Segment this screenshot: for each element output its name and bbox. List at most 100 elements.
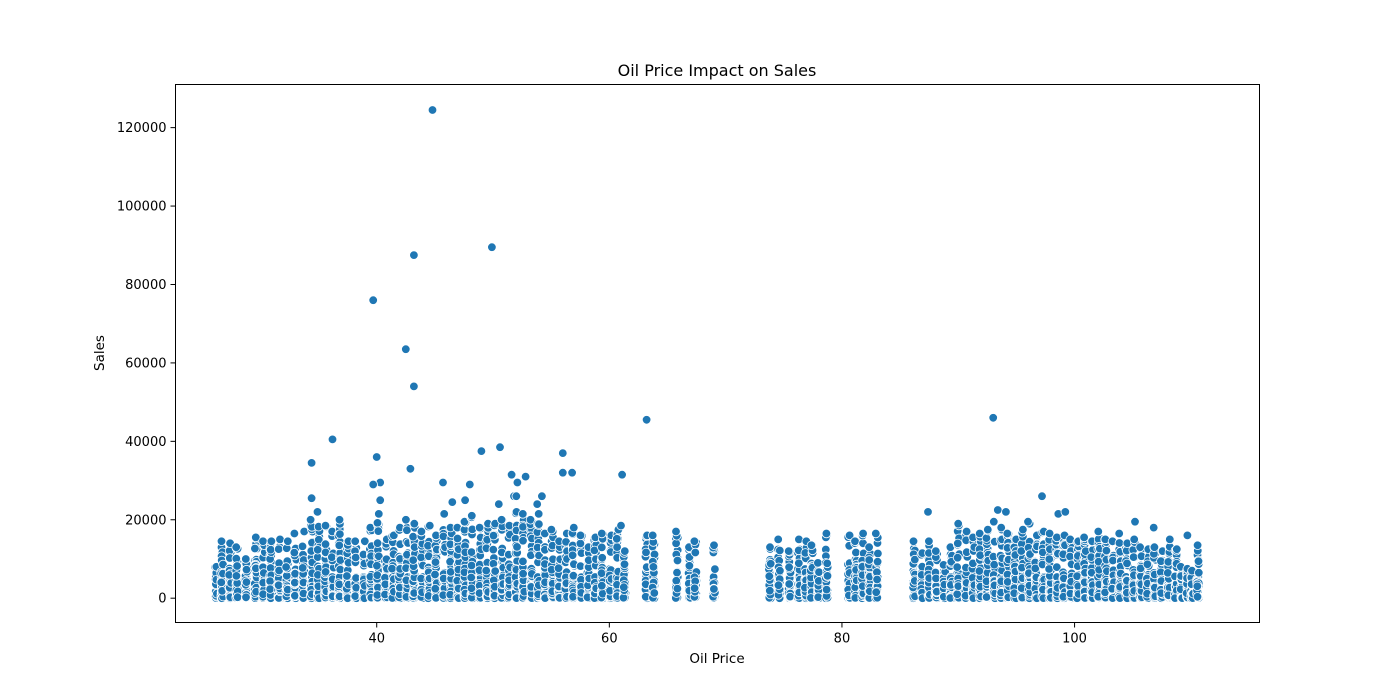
- data-point: [274, 544, 284, 554]
- data-point: [534, 509, 544, 519]
- data-point: [864, 555, 874, 565]
- data-point: [335, 529, 345, 539]
- data-point-outlier: [447, 497, 458, 507]
- data-point: [575, 538, 586, 549]
- data-point: [989, 560, 999, 570]
- data-point: [648, 562, 659, 572]
- data-point: [620, 546, 630, 556]
- data-point: [952, 553, 963, 563]
- x-tick-label: 80: [834, 632, 851, 647]
- data-point: [952, 562, 962, 572]
- data-point-outlier: [641, 415, 652, 425]
- data-point: [320, 539, 331, 549]
- data-point: [452, 533, 463, 544]
- data-point: [765, 586, 775, 596]
- data-point-outlier: [532, 499, 542, 509]
- data-point: [822, 558, 832, 569]
- data-point: [289, 547, 300, 558]
- data-point-outlier: [537, 491, 547, 501]
- data-point-outlier: [1060, 507, 1071, 517]
- y-axis-label: Sales: [92, 335, 108, 371]
- data-point: [265, 584, 275, 594]
- data-point: [1128, 552, 1139, 562]
- data-point: [258, 536, 268, 547]
- data-point-outlier: [372, 452, 382, 462]
- points-layer: [210, 105, 1204, 603]
- data-point: [488, 544, 499, 555]
- x-tick-label: 100: [1062, 632, 1087, 647]
- data-point: [1079, 532, 1089, 543]
- data-point-outlier: [401, 344, 411, 354]
- data-point: [216, 577, 227, 588]
- data-point: [466, 572, 476, 583]
- data-point: [350, 536, 360, 547]
- data-point: [232, 592, 243, 602]
- chart-title: Oil Price Impact on Sales: [618, 61, 817, 80]
- y-tick-label: 40000: [125, 435, 166, 450]
- data-point: [813, 558, 823, 568]
- data-point: [467, 511, 477, 521]
- data-point: [250, 543, 260, 554]
- data-point: [649, 588, 660, 598]
- x-tick-label: 40: [368, 632, 385, 647]
- data-point: [320, 520, 331, 531]
- data-point: [871, 528, 881, 539]
- data-point: [1142, 559, 1153, 570]
- data-point: [689, 583, 700, 594]
- data-point: [1192, 581, 1203, 592]
- data-point-outlier: [1148, 522, 1159, 533]
- data-point: [983, 524, 993, 535]
- data-point-outlier: [368, 479, 378, 490]
- data-point: [597, 553, 607, 563]
- data-point-outlier: [460, 495, 470, 505]
- data-point-outlier: [616, 520, 626, 531]
- data-point-outlier: [520, 471, 531, 482]
- data-point: [1165, 534, 1175, 545]
- data-point: [360, 536, 370, 547]
- data-point: [773, 534, 783, 545]
- y-tick-label: 60000: [125, 356, 166, 371]
- data-point-outlier: [988, 413, 998, 423]
- data-point: [334, 540, 345, 551]
- data-point: [764, 571, 775, 581]
- data-point: [305, 515, 316, 525]
- data-point: [1192, 592, 1203, 602]
- data-point: [408, 555, 418, 565]
- data-point-outlier: [1037, 491, 1047, 501]
- data-point: [351, 552, 361, 563]
- data-point-outlier: [487, 242, 497, 252]
- data-point: [334, 515, 345, 525]
- data-point: [534, 519, 544, 529]
- data-point: [231, 571, 242, 581]
- data-point: [481, 565, 491, 576]
- data-point: [373, 526, 384, 536]
- data-point: [1002, 528, 1013, 539]
- data-point: [822, 571, 833, 581]
- data-point-outlier: [495, 442, 505, 452]
- data-point: [266, 545, 276, 555]
- data-point: [850, 536, 860, 547]
- data-point-outlier: [476, 446, 487, 456]
- data-point: [518, 509, 528, 519]
- data-point: [408, 532, 418, 542]
- data-point: [1193, 556, 1204, 567]
- data-point: [1093, 526, 1104, 537]
- data-point: [372, 518, 383, 528]
- data-point: [784, 546, 794, 556]
- data-point: [466, 547, 477, 557]
- data-point-outlier: [558, 468, 568, 478]
- data-point: [350, 591, 360, 601]
- data-point: [858, 528, 868, 539]
- data-point: [231, 542, 241, 552]
- data-point-outlier: [494, 499, 504, 509]
- data-point: [438, 531, 449, 542]
- data-point: [416, 552, 426, 563]
- data-point: [766, 559, 776, 569]
- y-tick-label: 100000: [117, 200, 167, 215]
- data-point: [784, 562, 794, 572]
- data-point-outlier: [923, 507, 933, 517]
- data-point: [671, 576, 682, 586]
- data-point: [372, 561, 382, 571]
- data-point: [974, 566, 985, 576]
- data-point: [430, 584, 441, 594]
